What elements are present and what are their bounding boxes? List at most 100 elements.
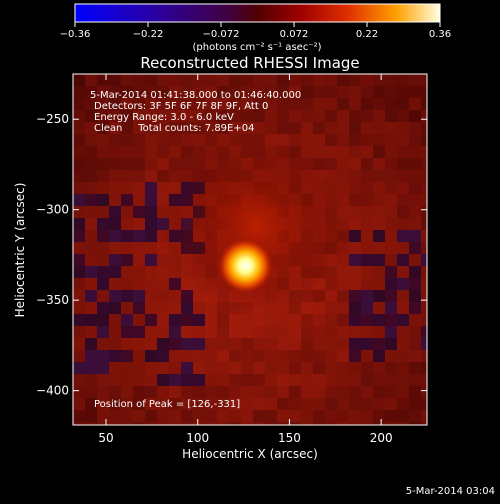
heatmap-cell bbox=[289, 302, 301, 314]
heatmap-cell bbox=[421, 218, 427, 230]
heatmap-cell bbox=[397, 278, 409, 290]
heatmap-cell bbox=[421, 242, 427, 254]
heatmap-cell bbox=[385, 254, 397, 266]
heatmap-cell bbox=[361, 134, 373, 146]
heatmap-cell bbox=[181, 398, 193, 410]
heatmap-cell bbox=[145, 86, 157, 98]
heatmap-cell bbox=[133, 230, 145, 242]
heatmap-cell bbox=[145, 374, 157, 386]
heatmap-cell bbox=[325, 278, 337, 290]
heatmap-cell bbox=[85, 338, 97, 350]
colorbar-tick-label: 0.072 bbox=[280, 29, 309, 40]
heatmap-cell bbox=[109, 122, 121, 134]
heatmap-cell bbox=[325, 386, 337, 398]
heatmap-cell bbox=[145, 350, 157, 362]
heatmap-cell bbox=[409, 194, 421, 206]
heatmap-cell bbox=[145, 266, 157, 278]
heatmap-cell bbox=[157, 386, 169, 398]
heatmap-cell bbox=[157, 266, 169, 278]
heatmap-cell bbox=[397, 98, 409, 110]
heatmap-cell bbox=[421, 206, 427, 218]
heatmap-cell bbox=[109, 110, 121, 122]
heatmap-cell bbox=[133, 362, 145, 374]
heatmap-cell bbox=[229, 122, 241, 134]
heatmap-cell bbox=[169, 302, 181, 314]
heatmap-cell bbox=[145, 410, 157, 422]
heatmap-cell bbox=[73, 410, 85, 422]
heatmap-cell bbox=[73, 110, 85, 122]
heatmap-cell bbox=[421, 278, 427, 290]
heatmap-cell bbox=[109, 194, 121, 206]
heatmap-cell bbox=[109, 314, 121, 326]
heatmap-cell bbox=[265, 386, 277, 398]
heatmap-cell bbox=[73, 194, 85, 206]
heatmap-cell bbox=[349, 230, 361, 242]
heatmap-cell bbox=[325, 86, 337, 98]
heatmap-cell bbox=[349, 218, 361, 230]
heatmap-cell bbox=[289, 74, 301, 86]
heatmap-cell bbox=[313, 74, 325, 86]
heatmap-cell bbox=[265, 398, 277, 410]
peak-source bbox=[217, 237, 274, 294]
heatmap-cell bbox=[325, 350, 337, 362]
heatmap-cell bbox=[373, 170, 385, 182]
heatmap-cell bbox=[337, 350, 349, 362]
heatmap-cell bbox=[277, 326, 289, 338]
heatmap-cell bbox=[301, 362, 313, 374]
heatmap-cell bbox=[373, 230, 385, 242]
heatmap-cell bbox=[205, 422, 217, 425]
heatmap-cell bbox=[181, 134, 193, 146]
heatmap-cell bbox=[385, 230, 397, 242]
heatmap-cell bbox=[385, 422, 397, 425]
heatmap-cell bbox=[325, 158, 337, 170]
heatmap-cell bbox=[109, 374, 121, 386]
heatmap-cell bbox=[277, 374, 289, 386]
heatmap-cell bbox=[421, 86, 427, 98]
heatmap-cell bbox=[373, 86, 385, 98]
heatmap-cell bbox=[325, 98, 337, 110]
heatmap-cell bbox=[85, 74, 97, 86]
heatmap-cell bbox=[229, 386, 241, 398]
heatmap-cell bbox=[313, 110, 325, 122]
heatmap-cell bbox=[313, 326, 325, 338]
heatmap-cell bbox=[409, 410, 421, 422]
heatmap-cell bbox=[205, 386, 217, 398]
heatmap-cell bbox=[265, 110, 277, 122]
heatmap-cell bbox=[205, 98, 217, 110]
heatmap-cell bbox=[421, 122, 427, 134]
heatmap-cell bbox=[385, 374, 397, 386]
heatmap-cell bbox=[169, 386, 181, 398]
heatmap-cell bbox=[109, 170, 121, 182]
heatmap-cell bbox=[397, 290, 409, 302]
heatmap-cell bbox=[313, 98, 325, 110]
heatmap-cell bbox=[421, 194, 427, 206]
heatmap-cell bbox=[277, 122, 289, 134]
heatmap-cell bbox=[109, 206, 121, 218]
heatmap-cell bbox=[121, 326, 133, 338]
heatmap-cell bbox=[193, 74, 205, 86]
heatmap-cell bbox=[385, 362, 397, 374]
heatmap-cell bbox=[409, 278, 421, 290]
heatmap-cell bbox=[169, 326, 181, 338]
peak-position-label: Position of Peak = [126,-331] bbox=[94, 399, 240, 410]
heatmap-cell bbox=[337, 110, 349, 122]
heatmap-cell bbox=[121, 242, 133, 254]
annotation-detectors: Detectors: 3F 5F 6F 7F 8F 9F, Att 0 bbox=[94, 101, 268, 112]
heatmap-cell bbox=[229, 110, 241, 122]
heatmap-cell bbox=[73, 218, 85, 230]
heatmap-cell bbox=[73, 242, 85, 254]
heatmap-cell bbox=[133, 290, 145, 302]
heatmap-cell bbox=[385, 350, 397, 362]
heatmap-cell bbox=[349, 134, 361, 146]
heatmap-cell bbox=[97, 266, 109, 278]
heatmap-cell bbox=[337, 362, 349, 374]
x-tick-label: 150 bbox=[278, 431, 301, 445]
heatmap-cell bbox=[193, 410, 205, 422]
heatmap-cell bbox=[97, 146, 109, 158]
heatmap-cell bbox=[325, 338, 337, 350]
heatmap-cell bbox=[325, 134, 337, 146]
heatmap-cell bbox=[85, 266, 97, 278]
heatmap-cell bbox=[421, 410, 427, 422]
heatmap-cell bbox=[409, 314, 421, 326]
heatmap-cell bbox=[289, 362, 301, 374]
